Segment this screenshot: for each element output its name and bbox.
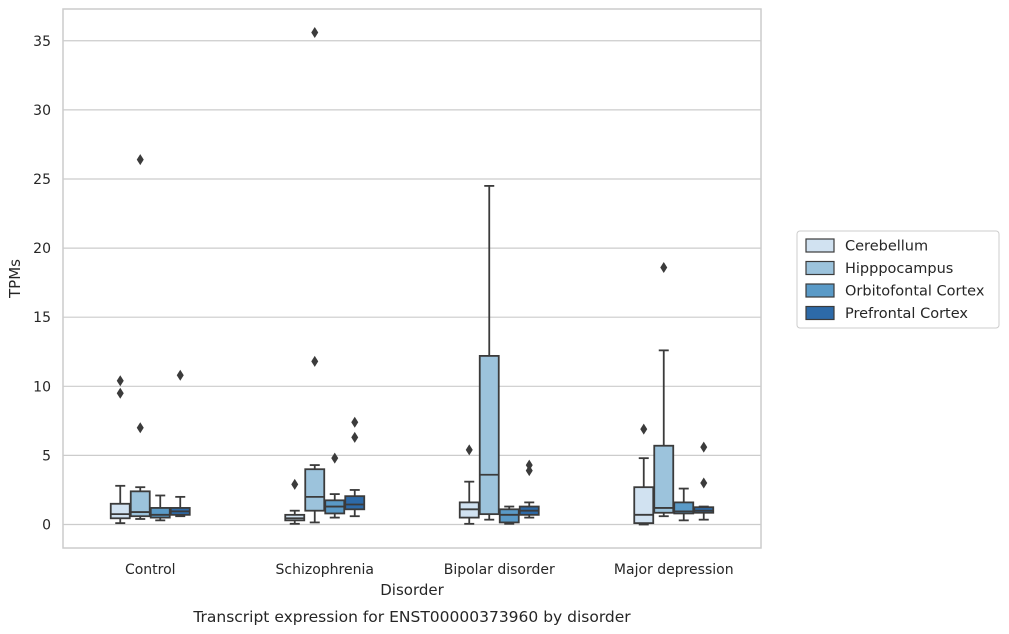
- box-iqr: [478, 354, 500, 516]
- outlier-point: [700, 441, 708, 453]
- box-prefrontal-cortex: [518, 459, 540, 519]
- box-iqr: [653, 444, 675, 514]
- grid: [63, 40, 761, 526]
- box-iqr: [633, 486, 655, 525]
- box-iqr: [129, 490, 151, 518]
- outlier-point: [525, 459, 533, 471]
- legend-swatch: [805, 305, 835, 321]
- outlier-point: [136, 154, 144, 166]
- y-tick-label-30: 30: [33, 103, 51, 119]
- outlier-point: [525, 465, 533, 477]
- legend: Cerebellum Hipppocampus Orbitofontal Corte…: [796, 230, 1000, 329]
- box-iqr: [344, 495, 366, 511]
- outlier-point: [700, 477, 708, 489]
- legend-label: Cerebellum: [845, 239, 928, 255]
- outlier-point: [331, 452, 339, 464]
- y-tick-label-10: 10: [33, 379, 51, 395]
- outlier-point: [311, 26, 319, 38]
- box-prefrontal-cortex: [169, 369, 191, 518]
- legend-label: Prefrontal Cortex: [845, 306, 968, 322]
- box-iqr: [673, 501, 695, 515]
- x-tick-label: Control: [125, 562, 176, 578]
- y-tick-label-25: 25: [33, 172, 51, 188]
- outlier-point: [136, 422, 144, 434]
- box-hipppocampus: [478, 185, 500, 521]
- legend-swatch: [805, 238, 835, 253]
- outlier-point: [116, 387, 124, 399]
- y-axis-label: TPMs: [6, 259, 24, 299]
- outlier-point: [660, 261, 668, 273]
- outlier-point: [116, 375, 124, 387]
- box-orbitofontal-cortex: [149, 494, 171, 522]
- x-tick-label: Bipolar disorder: [444, 562, 555, 578]
- box-cerebellum: [284, 478, 306, 525]
- y-tick-label-0: 0: [42, 518, 51, 534]
- y-axis-ticks: 0 5 10 15 20 25 30 35: [33, 34, 51, 534]
- legend-swatch: [805, 283, 835, 298]
- plot-boxes: [109, 26, 715, 526]
- outlier-point: [351, 431, 359, 443]
- box-hipppocampus: [653, 261, 675, 518]
- plot-frame: [62, 8, 762, 549]
- outlier-point: [311, 355, 319, 367]
- outlier-point: [351, 416, 359, 428]
- box-orbitofontal-cortex: [498, 505, 520, 525]
- y-tick-label-15: 15: [33, 310, 51, 326]
- box-iqr: [149, 507, 171, 519]
- box-iqr: [498, 508, 520, 524]
- x-tick-label: Major depression: [614, 562, 734, 578]
- box-cerebellum: [109, 375, 131, 525]
- y-tick-label-35: 35: [33, 34, 51, 50]
- box-orbitofontal-cortex: [673, 487, 695, 522]
- x-axis-ticks: Control Schizophrenia Bipolar disorder Majo…: [125, 562, 734, 578]
- legend-swatch: [805, 260, 835, 276]
- box-cerebellum: [458, 444, 480, 525]
- outlier-point: [465, 444, 473, 456]
- legend-label: Hipppocampus: [845, 261, 953, 277]
- box-orbitofontal-cortex: [324, 452, 346, 519]
- box-prefrontal-cortex: [693, 441, 715, 521]
- box-iqr: [109, 502, 131, 520]
- box-hipppocampus: [129, 154, 151, 520]
- outlier-point: [640, 423, 648, 435]
- outlier-point: [176, 369, 184, 381]
- box-hipppocampus: [304, 26, 326, 524]
- y-tick-label-20: 20: [33, 241, 51, 257]
- box-iqr: [304, 468, 326, 512]
- outlier-point: [291, 478, 299, 490]
- figure-caption: Transcript expression for ENST0000037396…: [192, 608, 631, 626]
- box-cerebellum: [633, 423, 655, 526]
- x-tick-label: Schizophrenia: [276, 562, 374, 578]
- box-prefrontal-cortex: [344, 416, 366, 518]
- legend-frame: [796, 230, 1000, 329]
- legend-label: Orbitofontal Cortex: [845, 284, 985, 300]
- y-tick-label-5: 5: [42, 448, 51, 464]
- x-axis-label: Disorder: [380, 581, 444, 599]
